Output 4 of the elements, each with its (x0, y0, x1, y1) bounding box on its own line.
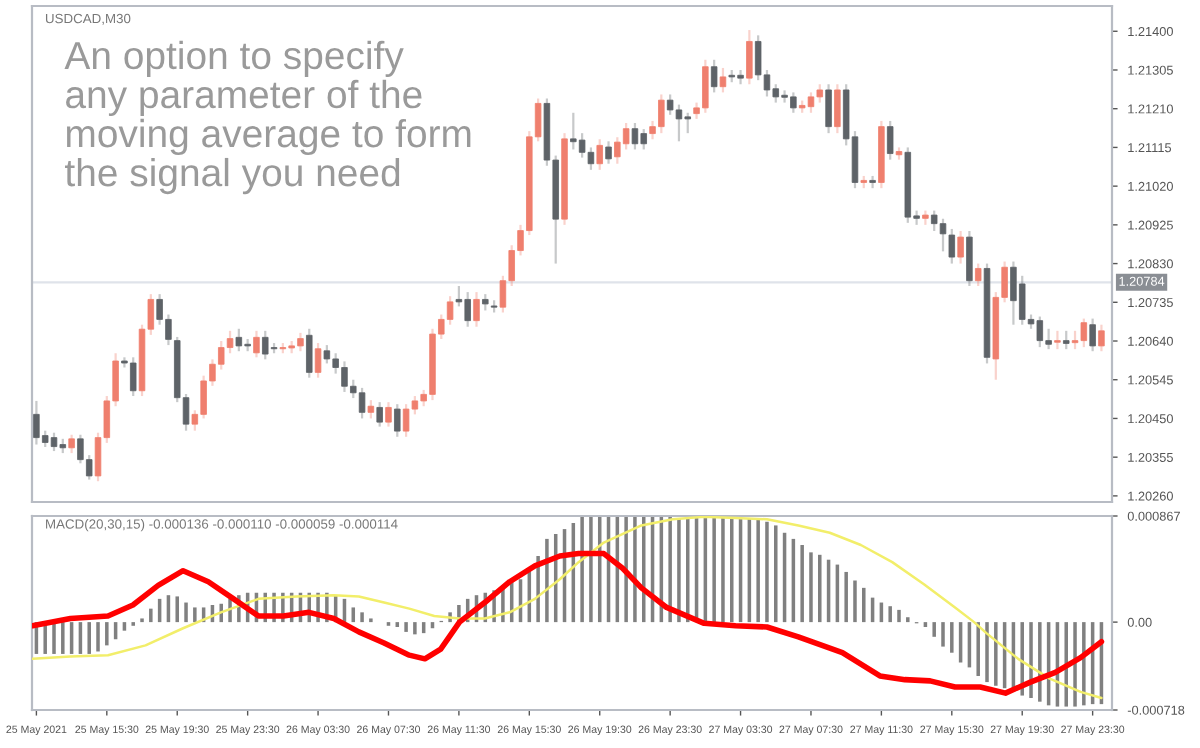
candlestick (869, 174, 876, 190)
annotation: An option to specify any parameter of the moving average to form the signal you need (64, 40, 471, 195)
line-series (32, 550, 1105, 696)
line-series (32, 516, 1103, 700)
